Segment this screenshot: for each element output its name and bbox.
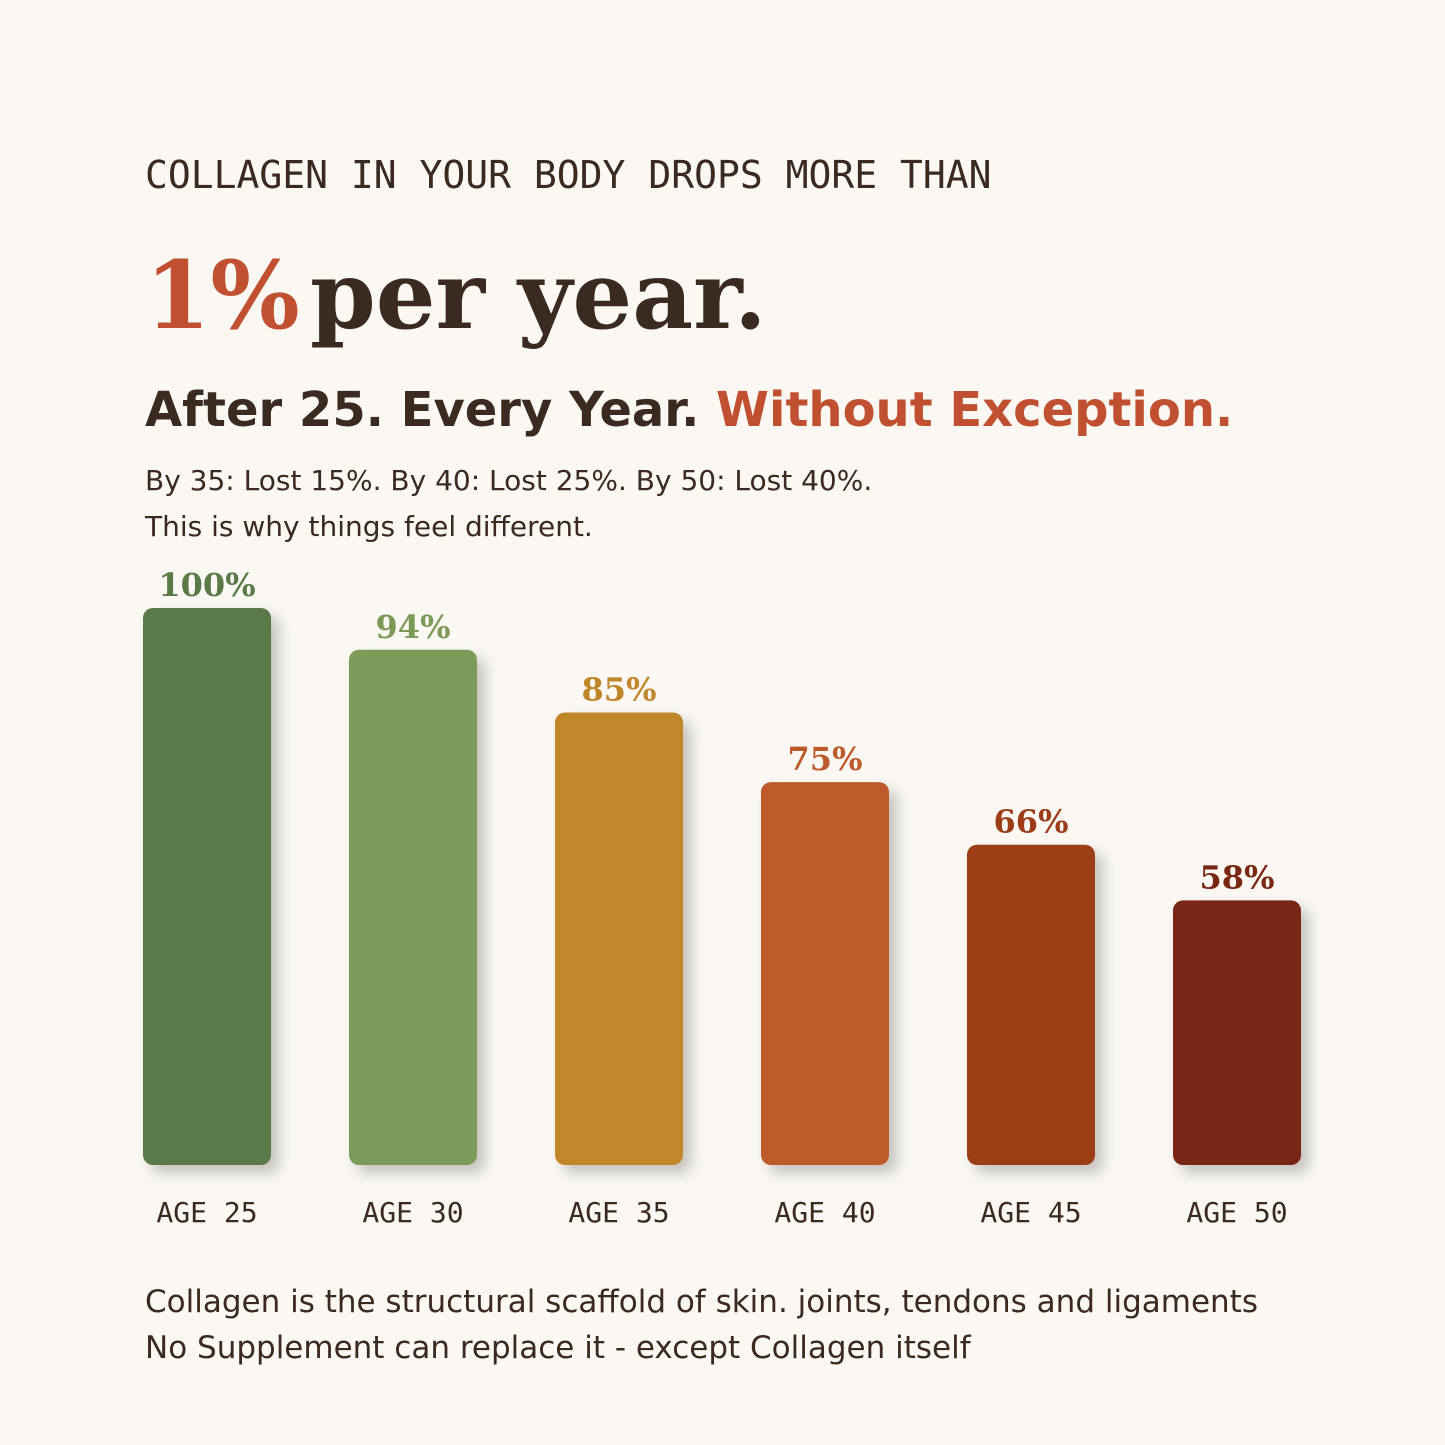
- bar: [349, 649, 477, 1165]
- bar: [555, 712, 683, 1165]
- x-tick-label: AGE 50: [1186, 1196, 1287, 1229]
- x-tick-label: AGE 45: [980, 1196, 1081, 1229]
- value-label: 85%: [582, 670, 657, 708]
- footnote: No Supplement can replace it - except Co…: [145, 1330, 972, 1366]
- x-tick-label: AGE 35: [568, 1196, 669, 1229]
- x-tick-label: AGE 40: [774, 1196, 875, 1229]
- footnote: Collagen is the structural scaffold of s…: [145, 1284, 1258, 1320]
- x-tick-label: AGE 25: [156, 1196, 257, 1229]
- bar: [1173, 900, 1301, 1165]
- value-label: 66%: [994, 803, 1069, 841]
- value-label: 58%: [1200, 858, 1275, 896]
- bar: [143, 608, 271, 1165]
- x-tick-label: AGE 30: [362, 1196, 463, 1229]
- headline-accent: 1%: [145, 241, 300, 351]
- description: This is why things feel different.: [144, 510, 593, 543]
- value-label: 94%: [376, 608, 451, 646]
- kicker: COLLAGEN IN YOUR BODY DROPS MORE THAN: [145, 153, 991, 197]
- bar: [761, 782, 889, 1165]
- value-label: 75%: [788, 740, 863, 778]
- subtitle: After 25. Every Year. Without Exception.: [145, 382, 1233, 438]
- headline: per year.: [310, 241, 767, 351]
- subtitle-part: After 25. Every Year.: [145, 382, 699, 438]
- description: By 35: Lost 15%. By 40: Lost 25%. By 50:…: [145, 464, 872, 497]
- subtitle-accent: Without Exception.: [716, 382, 1233, 438]
- value-label: 100%: [158, 566, 255, 604]
- bar: [967, 844, 1095, 1165]
